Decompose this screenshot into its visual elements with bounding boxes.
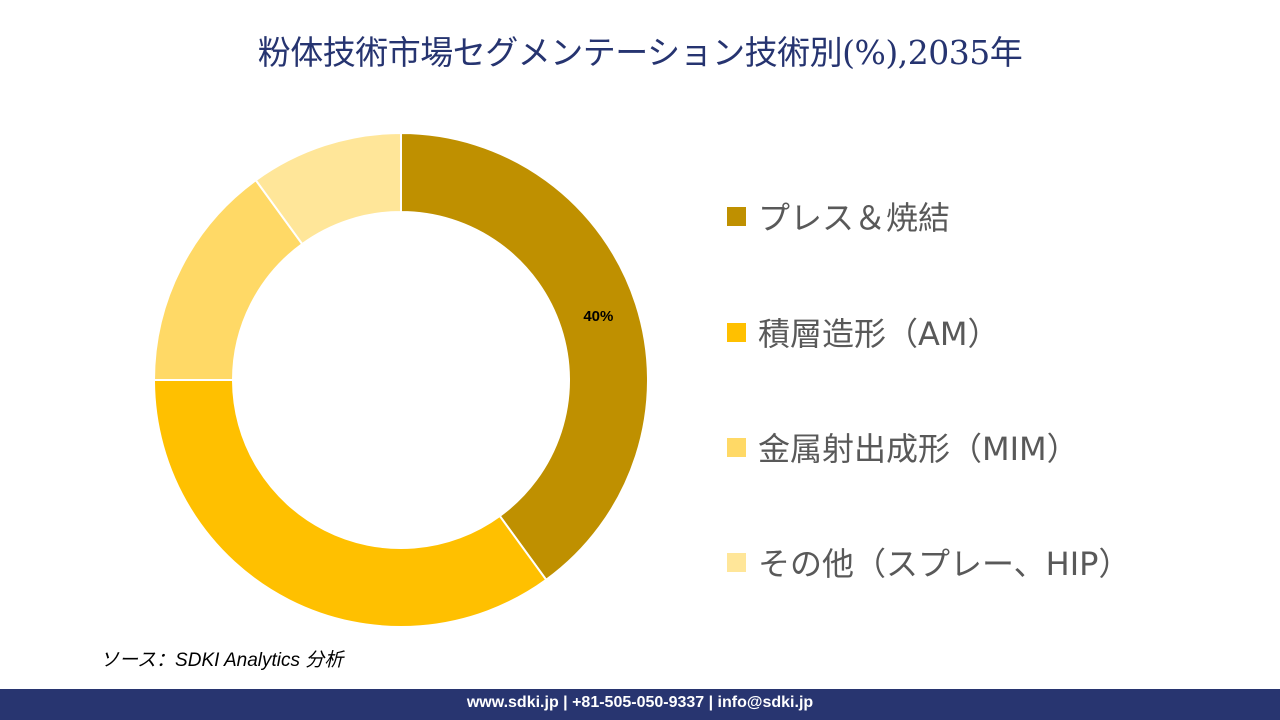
donut-slice [152,379,548,628]
footer-bar: www.sdki.jp | +81-505-050-9337 | info@sd… [0,689,1280,720]
legend-label: 積層造形（AM） [758,315,1000,353]
chart-title: 粉体技術市場セグメンテーション技術別(%),2035年 [257,33,1023,72]
legend-item: プレス＆焼結 [727,193,950,239]
donut-slice [254,131,402,246]
legend-label: 金属射出成形（MIM） [758,430,1079,468]
legend-label: プレス＆焼結 [758,199,951,237]
legend-item: 金属射出成形（MIM） [727,424,1079,470]
legend-item: 積層造形（AM） [727,309,1000,355]
legend-swatch [727,206,746,226]
source-note: ソース：SDKI Analytics 分析 [100,650,344,671]
footer-contact: www.sdki.jp | +81-505-050-9337 | info@sd… [466,694,814,711]
donut-slice [400,131,649,582]
legend-item: その他（スプレー、HIP） [727,539,1130,585]
legend-label: その他（スプレー、HIP） [758,545,1131,583]
legend-swatch [727,437,746,457]
data-label: 40% [583,308,613,325]
legend-swatch [727,322,746,342]
legend-swatch [727,552,746,572]
